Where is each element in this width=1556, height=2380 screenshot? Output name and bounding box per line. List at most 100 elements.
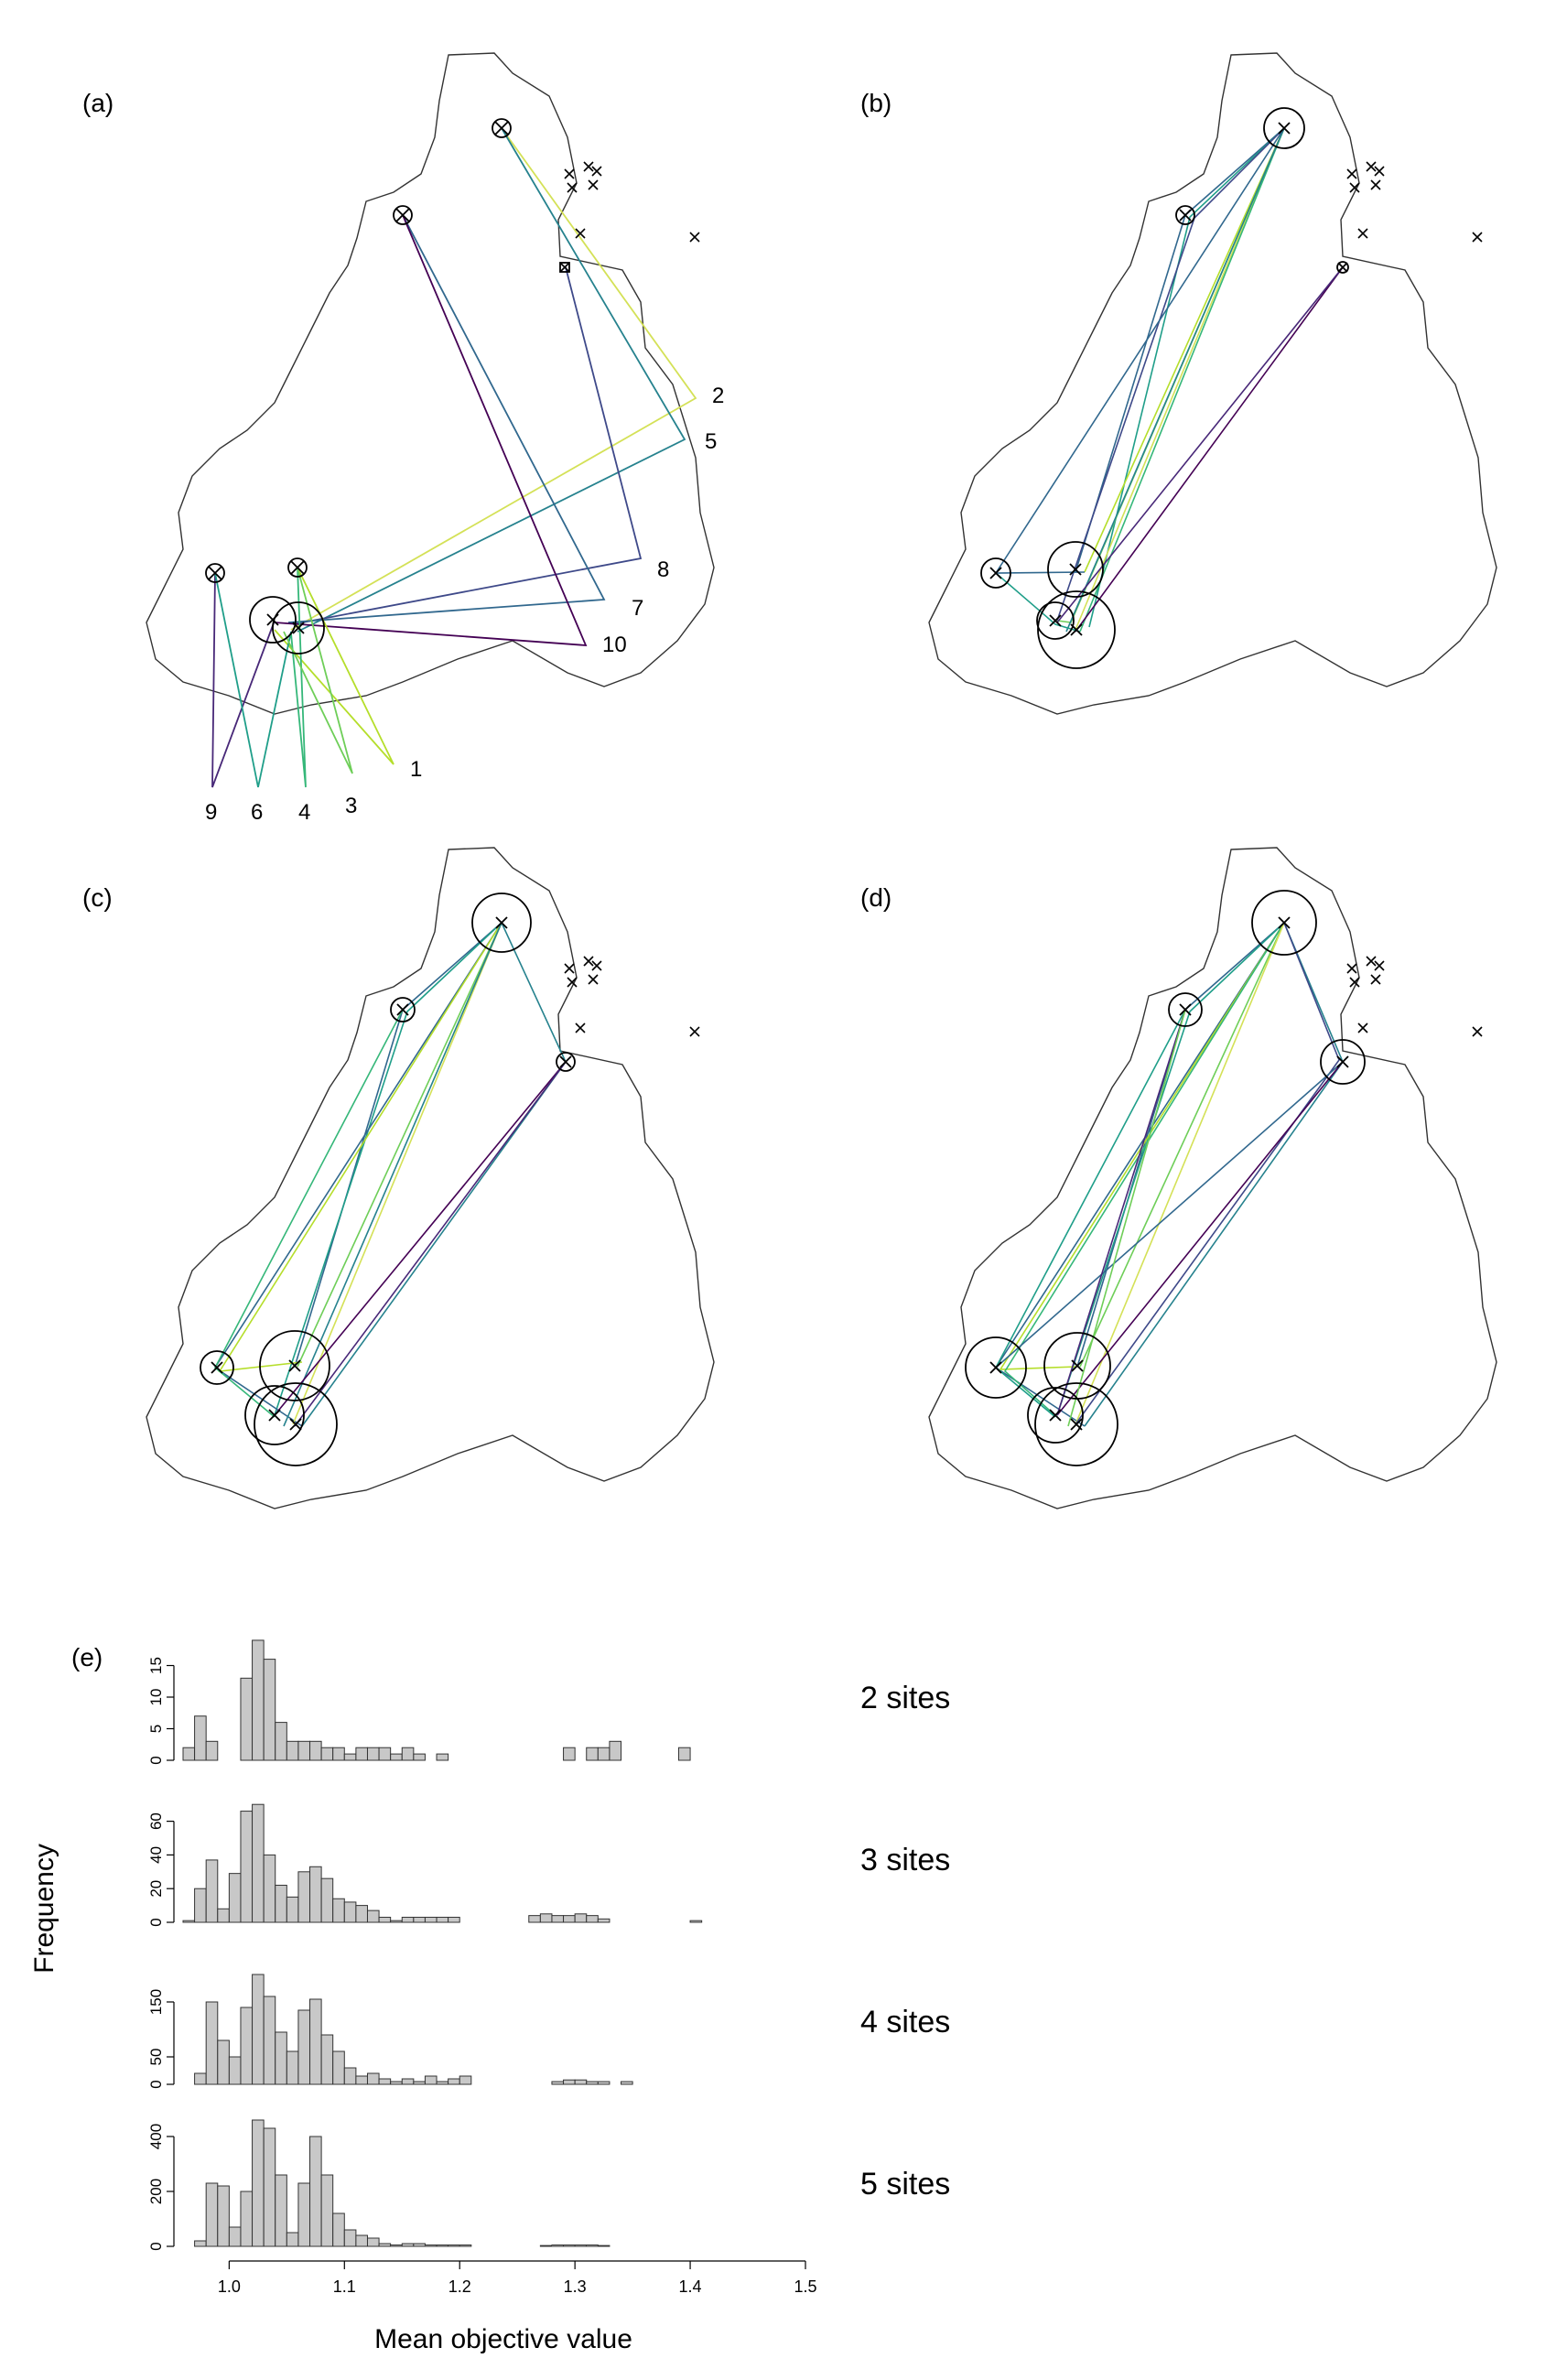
histogram-bar	[320, 1747, 334, 1761]
histogram-bar	[597, 2081, 611, 2085]
histogram-bar	[563, 1747, 576, 1761]
histogram-bar	[413, 2081, 426, 2085]
candidate-sites	[564, 956, 700, 1037]
histogram-bar	[309, 1998, 322, 2085]
y-tick-label: 0	[147, 1918, 165, 1926]
histogram-bar	[436, 1753, 449, 1761]
y-tick-label: 200	[147, 2179, 165, 2204]
panel-label-d: (d)	[860, 883, 891, 912]
histogram-bar	[677, 1747, 691, 1761]
histogram-bar	[194, 1888, 207, 1923]
histogram-bar	[551, 1915, 565, 1923]
histogram-bar	[436, 2081, 449, 2085]
route-label: 2	[712, 384, 724, 408]
histogram-bar	[182, 1920, 196, 1923]
histogram-bar	[574, 1913, 588, 1923]
histogram-bar	[332, 1898, 345, 1923]
route-label: 8	[657, 557, 669, 582]
histogram-bar	[539, 2245, 553, 2247]
route-line-1	[274, 567, 394, 765]
histogram-bar	[263, 1996, 276, 2085]
histogram-bar	[297, 2182, 311, 2247]
histogram-4-sites: 0 50 150 4 sites	[147, 1974, 950, 2089]
histogram-bar	[401, 2243, 415, 2247]
x-tick-label: 1.2	[448, 2277, 471, 2296]
histogram-bar	[194, 1715, 207, 1761]
histogram-bar	[563, 2079, 576, 2085]
histogram-bar	[320, 1877, 334, 1923]
panel-b: (b)	[860, 52, 1497, 715]
histogram-bar	[436, 2245, 449, 2247]
histogram-bar	[401, 2078, 415, 2085]
selected-sites	[205, 118, 570, 654]
histogram-bar	[286, 2232, 299, 2247]
histogram-bar	[355, 2234, 368, 2247]
x-axis-title: Mean objective value	[374, 2324, 632, 2354]
basin-outline	[146, 847, 715, 1509]
histogram-bar	[597, 2245, 611, 2247]
candidate-sites	[1346, 161, 1483, 243]
histogram-bar	[459, 2245, 472, 2247]
route-labels: 2 5 8 7 10 1 9 6 4 3	[205, 384, 724, 825]
histogram-bar	[182, 1747, 196, 1761]
candidate-sites	[1346, 956, 1483, 1037]
histogram-bar	[413, 1916, 426, 1923]
histogram-bar	[228, 2056, 242, 2085]
histogram-bar	[275, 2174, 287, 2247]
basin-outline	[146, 52, 715, 715]
histogram-bar	[252, 1639, 265, 1761]
histogram-bar	[563, 1915, 576, 1923]
route-line-6	[214, 572, 292, 788]
histogram-bar	[205, 1859, 219, 1923]
y-tick-label: 15	[147, 1657, 165, 1674]
route-line-4	[290, 567, 307, 788]
histogram-bar	[448, 2245, 460, 2247]
histogram-bar	[320, 2174, 334, 2247]
route-label: 10	[602, 633, 627, 657]
y-axis-title: Frequency	[29, 1844, 59, 1974]
histogram-bar	[228, 2226, 242, 2247]
panel-c: (c)	[82, 847, 715, 1509]
histogram-bar	[597, 1747, 611, 1761]
histogram-bar	[228, 1873, 242, 1923]
histogram-bar	[194, 2240, 207, 2247]
histogram-bar	[240, 2191, 254, 2247]
route-line-2	[290, 127, 697, 631]
histogram-bar	[528, 1915, 541, 1923]
histogram-bar	[459, 2075, 472, 2085]
histogram-bar	[297, 1740, 311, 1761]
y-tick-label: 50	[147, 2049, 165, 2066]
histogram-bar	[539, 1913, 553, 1923]
histogram-bar	[217, 2185, 230, 2247]
histogram-bar	[413, 2243, 426, 2247]
histogram-2-sites: 0 5 10 15 2 sites	[147, 1639, 950, 1765]
panel-d: (d)	[860, 847, 1497, 1509]
selected-sites	[200, 892, 576, 1466]
histogram-bar	[401, 1916, 415, 1923]
histogram-bar	[551, 2245, 565, 2247]
histogram-bar	[424, 1916, 438, 1923]
histogram-bar	[252, 2119, 265, 2247]
route-line-9	[211, 572, 276, 788]
route-line-10	[274, 214, 588, 647]
series-label: 4 sites	[860, 2005, 950, 2039]
route-line-8	[292, 266, 643, 625]
y-tick-label: 0	[147, 2080, 165, 2088]
histogram-bar	[574, 2245, 588, 2247]
histogram-bar	[401, 1747, 415, 1761]
histogram-bar	[586, 2245, 599, 2247]
route-label: 9	[205, 800, 217, 825]
panel-label-e: (e)	[71, 1643, 103, 1671]
histogram-bar	[343, 2229, 357, 2247]
histogram-bar	[621, 2081, 633, 2085]
histogram-bar	[378, 1747, 392, 1761]
histogram-bar	[205, 1740, 219, 1761]
histogram-bar	[194, 2072, 207, 2085]
histogram-bar	[275, 1722, 287, 1761]
histogram-bar	[343, 2067, 357, 2085]
histogram-bar	[297, 1871, 311, 1923]
histogram-bar	[217, 1908, 230, 1923]
histogram-bar	[378, 1916, 392, 1923]
histogram-bar	[343, 1753, 357, 1761]
histogram-bar	[366, 1909, 380, 1923]
